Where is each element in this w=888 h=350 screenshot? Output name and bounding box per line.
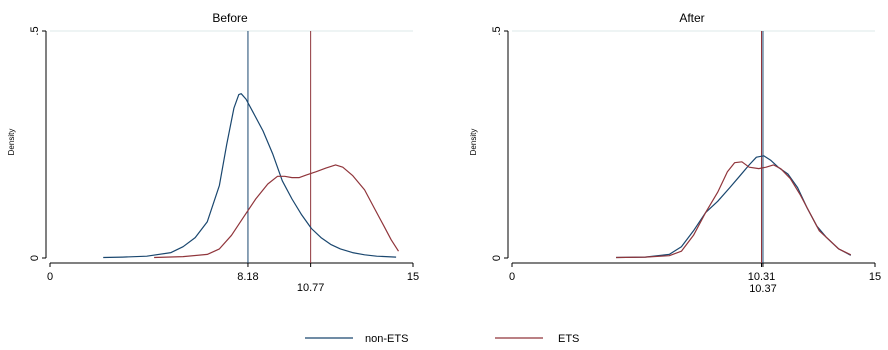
chart-title: After xyxy=(679,11,704,25)
density-line-ets xyxy=(154,164,400,259)
y-tick-label: .5 xyxy=(29,26,41,35)
mean-line-label: 10.77 xyxy=(297,282,325,294)
y-tick-label: 0 xyxy=(29,255,41,261)
density-line-ets xyxy=(616,161,852,259)
x-tick-label: 0 xyxy=(47,271,53,283)
x-tick-label: 15 xyxy=(407,271,419,283)
density-line-non-ets xyxy=(103,93,397,259)
mean-line-label: 10.31 xyxy=(748,271,776,283)
x-tick-label: 0 xyxy=(509,271,515,283)
y-axis-label: Density xyxy=(7,129,16,156)
mean-line-label: 8.18 xyxy=(237,271,258,283)
legend-label-ets: ETS xyxy=(558,333,579,345)
y-tick-label: .5 xyxy=(491,26,503,35)
legend-label-non-ets: non-ETS xyxy=(365,333,408,345)
chart-panel-before: Before Density 0 .5 0 15 8.18 10.77 xyxy=(7,11,419,294)
y-axis-label: Density xyxy=(469,129,478,156)
legend: non-ETS ETS xyxy=(305,333,579,345)
mean-line-label: 10.37 xyxy=(749,283,777,295)
y-tick-label: 0 xyxy=(491,255,503,261)
x-tick-label: 15 xyxy=(869,271,881,283)
chart-title: Before xyxy=(212,11,248,25)
density-line-non-ets xyxy=(616,155,852,259)
